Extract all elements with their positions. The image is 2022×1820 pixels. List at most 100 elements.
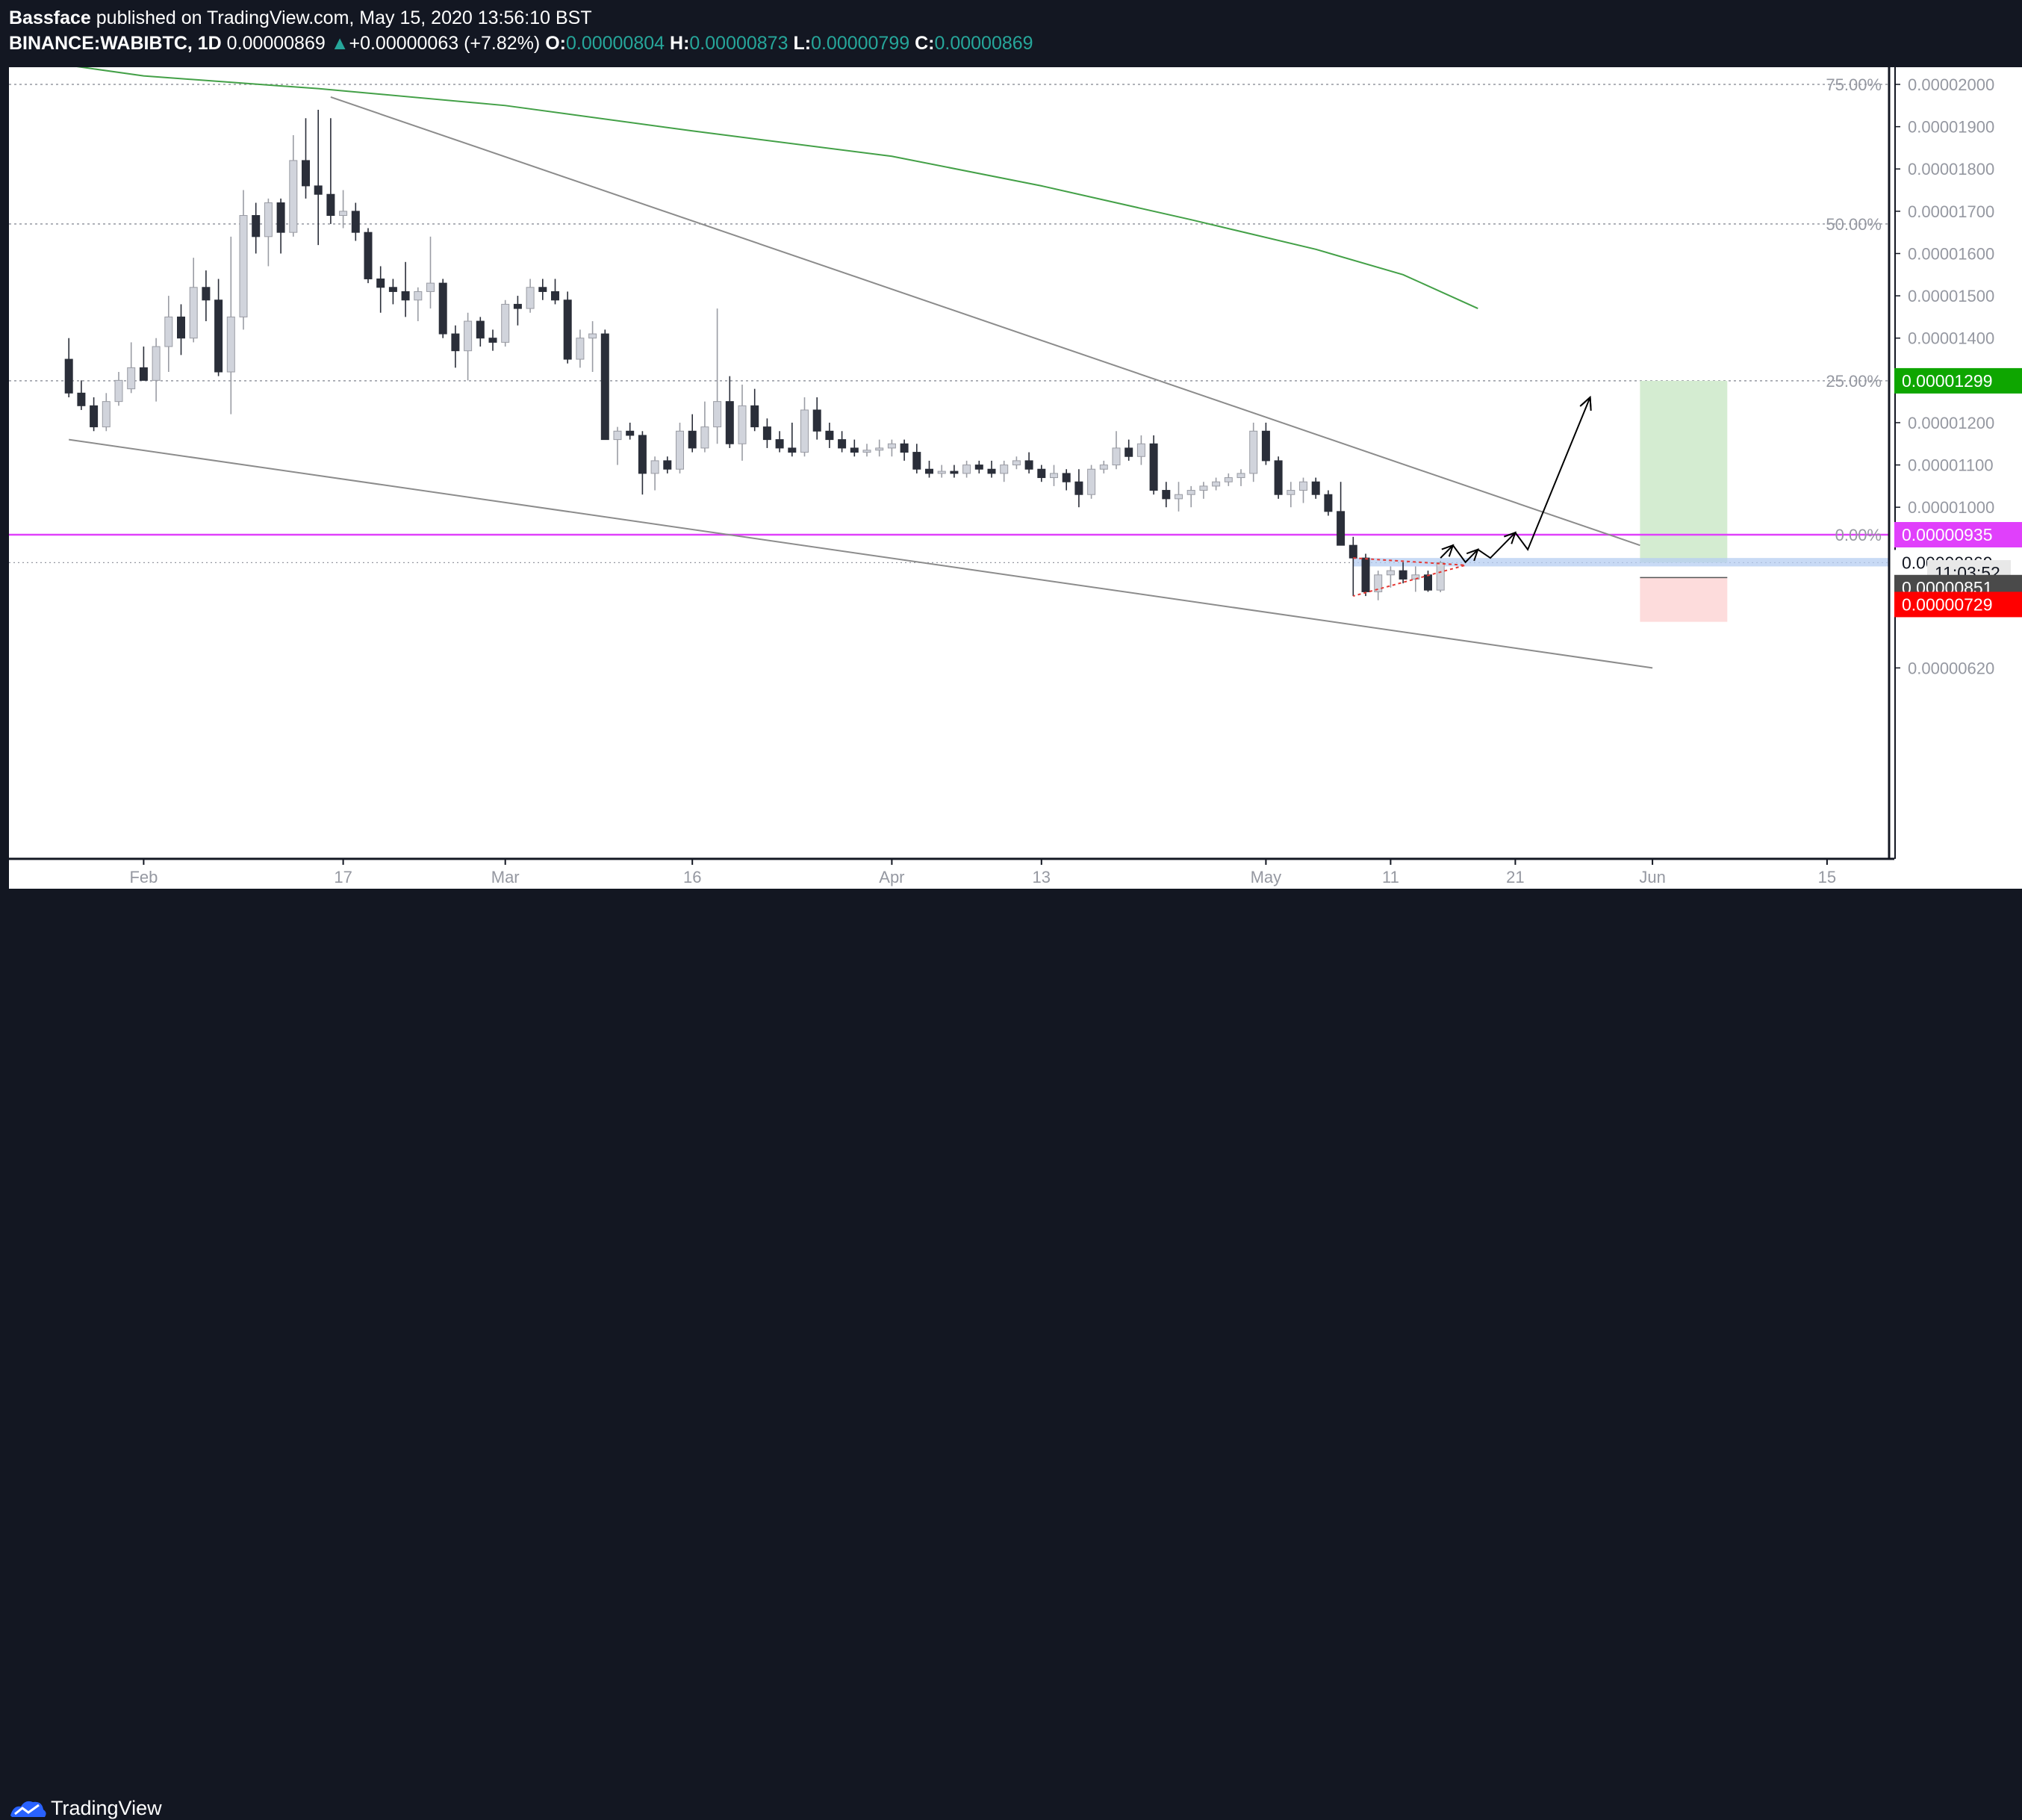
candle[interactable] bbox=[90, 397, 99, 432]
candle[interactable] bbox=[725, 376, 734, 448]
tradingview-brand[interactable]: TradingView bbox=[51, 1797, 162, 1819]
candle[interactable] bbox=[1012, 456, 1021, 470]
candle[interactable] bbox=[451, 325, 460, 368]
sma-line[interactable] bbox=[9, 67, 1478, 309]
candle[interactable] bbox=[302, 118, 310, 199]
candle[interactable] bbox=[551, 279, 559, 305]
candle[interactable] bbox=[202, 270, 211, 322]
candle[interactable] bbox=[1436, 561, 1445, 593]
price-axis[interactable]: 0.00002000 0.00001900 0.00001800 0.00001700… bbox=[1894, 67, 2022, 889]
candle[interactable] bbox=[1386, 566, 1395, 588]
candle[interactable] bbox=[538, 279, 547, 300]
candle[interactable] bbox=[850, 439, 859, 457]
candle[interactable] bbox=[364, 228, 373, 284]
candle[interactable] bbox=[1374, 571, 1383, 600]
candle[interactable] bbox=[912, 444, 921, 473]
candle[interactable] bbox=[987, 460, 996, 478]
candle[interactable] bbox=[962, 460, 971, 478]
candle[interactable] bbox=[513, 296, 522, 326]
tradingview-logo-icon[interactable] bbox=[9, 1796, 48, 1820]
candle[interactable] bbox=[127, 342, 136, 394]
trendline-lower[interactable] bbox=[69, 438, 1653, 669]
candle[interactable] bbox=[388, 279, 397, 305]
candle[interactable] bbox=[314, 109, 323, 246]
candle[interactable] bbox=[950, 465, 959, 478]
candle[interactable] bbox=[226, 236, 235, 414]
author-name[interactable]: Bassface bbox=[9, 7, 91, 28]
candle[interactable] bbox=[1249, 422, 1258, 482]
candle[interactable] bbox=[1062, 469, 1071, 491]
candle[interactable] bbox=[1024, 452, 1033, 473]
candle[interactable] bbox=[1287, 482, 1295, 508]
candle[interactable] bbox=[875, 439, 884, 457]
candle[interactable] bbox=[252, 202, 261, 254]
candle[interactable] bbox=[464, 312, 473, 381]
candle[interactable] bbox=[1124, 439, 1133, 461]
candle[interactable] bbox=[563, 291, 572, 364]
triangle-pattern[interactable] bbox=[1353, 557, 1466, 597]
candle[interactable] bbox=[501, 299, 510, 347]
candle[interactable] bbox=[713, 308, 722, 444]
candle[interactable] bbox=[1136, 435, 1145, 465]
profit-zone[interactable] bbox=[1640, 380, 1728, 563]
candle[interactable] bbox=[326, 118, 335, 224]
candle[interactable] bbox=[650, 456, 659, 491]
candle[interactable] bbox=[738, 385, 747, 461]
candle[interactable] bbox=[1299, 477, 1307, 503]
candle[interactable] bbox=[1199, 482, 1208, 499]
candle[interactable] bbox=[1050, 465, 1058, 486]
candle[interactable] bbox=[1337, 482, 1346, 546]
trendline-upper[interactable] bbox=[330, 96, 1640, 547]
candle[interactable] bbox=[900, 439, 909, 461]
candle[interactable] bbox=[663, 456, 672, 473]
candle[interactable] bbox=[812, 397, 821, 440]
price-axis-canvas[interactable]: 0.00002000 0.00001900 0.00001800 0.00001700… bbox=[1894, 67, 2022, 889]
chart-pane[interactable]: Feb 17 Mar 16 Apr 13 May 11 21 Jun 15 75.00% 50.00% 2… bbox=[9, 67, 1894, 889]
candle[interactable] bbox=[762, 418, 771, 448]
candle[interactable] bbox=[1224, 473, 1233, 486]
candle[interactable] bbox=[1186, 485, 1195, 508]
candle[interactable] bbox=[775, 431, 784, 453]
projection-path[interactable] bbox=[1440, 397, 1591, 564]
candle[interactable] bbox=[676, 422, 684, 473]
candle[interactable] bbox=[189, 258, 198, 343]
candle[interactable] bbox=[1236, 469, 1245, 486]
candle[interactable] bbox=[1074, 469, 1083, 508]
candle[interactable] bbox=[1175, 482, 1183, 512]
candle[interactable] bbox=[164, 296, 173, 373]
candle[interactable] bbox=[800, 397, 809, 457]
candle[interactable] bbox=[1424, 571, 1432, 592]
candle[interactable] bbox=[1361, 553, 1370, 597]
candle[interactable] bbox=[289, 134, 298, 237]
candle[interactable] bbox=[401, 261, 410, 317]
candle[interactable] bbox=[351, 202, 360, 241]
symbol-name[interactable]: BINANCE:WABIBTC, 1D bbox=[9, 33, 222, 54]
candle[interactable] bbox=[426, 236, 435, 309]
candle[interactable] bbox=[750, 388, 759, 432]
candle[interactable] bbox=[1212, 477, 1221, 491]
candle[interactable] bbox=[214, 279, 223, 376]
candle[interactable] bbox=[1399, 562, 1407, 584]
candle[interactable] bbox=[177, 304, 185, 355]
candle[interactable] bbox=[276, 198, 285, 254]
candle[interactable] bbox=[264, 198, 273, 267]
candle[interactable] bbox=[588, 321, 597, 373]
candle[interactable] bbox=[1149, 435, 1158, 495]
candle[interactable] bbox=[700, 401, 709, 453]
candle[interactable] bbox=[526, 279, 535, 313]
candle[interactable] bbox=[1311, 477, 1320, 499]
candle[interactable] bbox=[488, 329, 497, 351]
chart-canvas[interactable]: Feb 17 Mar 16 Apr 13 May 11 21 Jun 15 75.00% 50.00% 2… bbox=[9, 67, 1894, 889]
candle[interactable] bbox=[139, 347, 148, 381]
candle[interactable] bbox=[937, 465, 946, 478]
entry-zone-band[interactable] bbox=[1353, 558, 1889, 567]
candle[interactable] bbox=[613, 426, 622, 465]
candle[interactable] bbox=[825, 422, 834, 448]
loss-zone[interactable] bbox=[1640, 577, 1728, 622]
candle[interactable] bbox=[476, 317, 485, 347]
candle[interactable] bbox=[1324, 490, 1333, 516]
candle[interactable] bbox=[114, 372, 123, 406]
candle[interactable] bbox=[974, 460, 983, 473]
candle[interactable] bbox=[887, 439, 896, 457]
candle[interactable] bbox=[339, 190, 348, 229]
